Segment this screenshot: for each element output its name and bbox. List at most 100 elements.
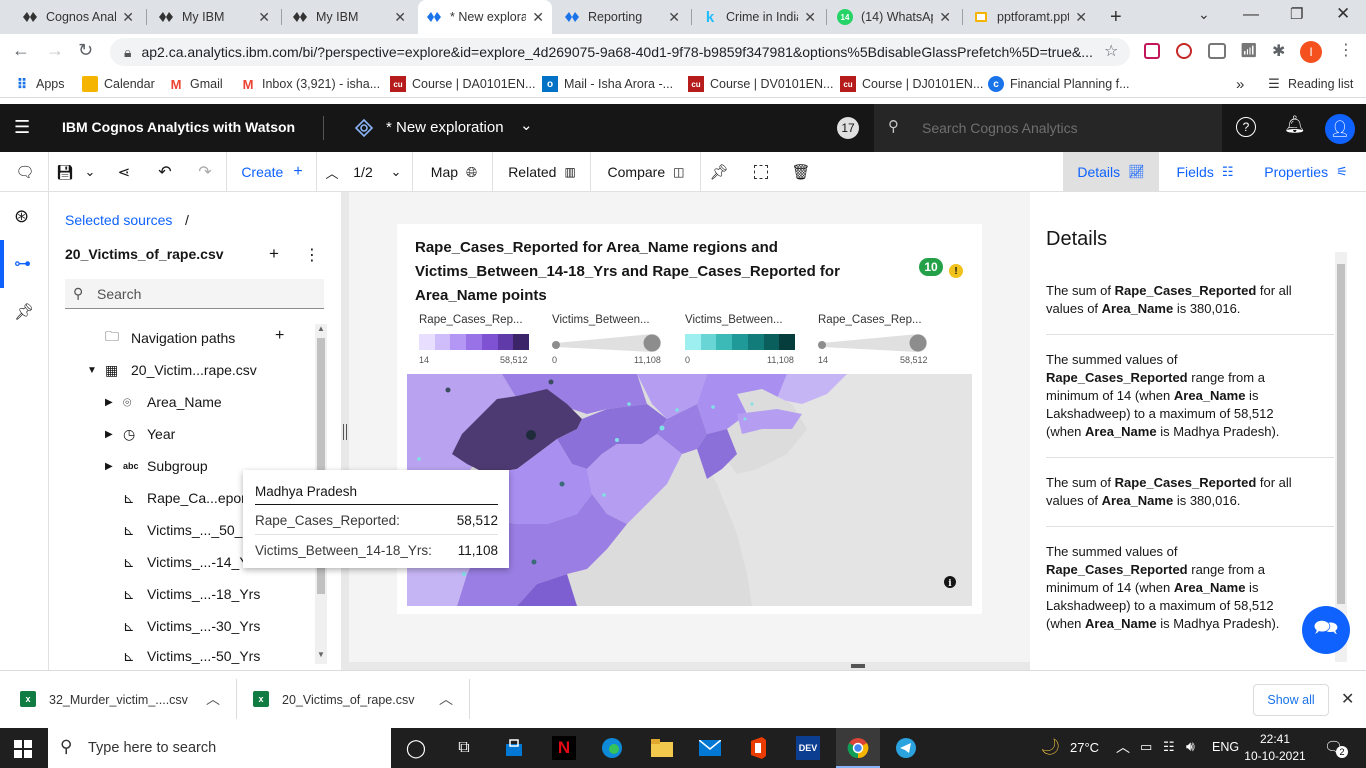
tree-item-measure[interactable]: ⊾ Victims_...-14_Yrs bbox=[123, 553, 261, 571]
menu-icon[interactable]: ⋮ bbox=[1338, 42, 1354, 59]
search-box[interactable]: ⚲ Search Cognos Analytics bbox=[874, 104, 1222, 152]
bookmark-course-da[interactable]: cu Course | DA0101EN... bbox=[390, 70, 535, 98]
scroll-up-icon[interactable]: ▲ bbox=[317, 324, 325, 333]
reload-icon[interactable]: ↻ bbox=[78, 40, 94, 60]
task-view-icon[interactable]: ⧉ bbox=[458, 739, 470, 756]
scroll-down-icon[interactable]: ▼ bbox=[317, 650, 325, 659]
network-icon[interactable]: ☷ bbox=[1163, 739, 1175, 754]
edge-icon[interactable] bbox=[600, 736, 624, 760]
url-bar[interactable]: 🔒︎ ap2.ca.analytics.ibm.com/bi/?perspect… bbox=[110, 38, 1130, 66]
compare-button[interactable]: Compare ◫ bbox=[607, 164, 685, 180]
fields-tab[interactable]: Fields ☷ bbox=[1176, 164, 1234, 180]
close-tab-icon[interactable]: ✕ bbox=[122, 8, 134, 25]
map-point[interactable] bbox=[711, 405, 715, 409]
map-point[interactable] bbox=[462, 572, 466, 576]
close-window-icon[interactable]: ✕ bbox=[1336, 4, 1351, 23]
chevron-up-icon[interactable]: ︿ bbox=[1116, 739, 1130, 755]
bookmark-gmail[interactable]: M Gmail bbox=[168, 70, 223, 98]
clock-time[interactable]: 22:41 bbox=[1259, 732, 1291, 746]
scrollbar-thumb[interactable] bbox=[317, 338, 325, 594]
canvas-resize-handle[interactable] bbox=[349, 662, 1030, 670]
browser-tab-2[interactable]: My IBM ✕ bbox=[150, 0, 278, 34]
bookmark-financial[interactable]: c Financial Planning f... bbox=[988, 70, 1130, 98]
map-point[interactable] bbox=[659, 425, 665, 431]
clock-date[interactable]: 10-10-2021 bbox=[1244, 749, 1306, 763]
bookmark-mail[interactable]: o Mail - Isha Arora -... bbox=[542, 70, 673, 98]
trash-icon[interactable]: 🗑︎ bbox=[791, 164, 811, 181]
map-button[interactable]: Map 🌐︎ bbox=[430, 163, 478, 181]
data-sources-icon[interactable]: ⊛ bbox=[14, 206, 30, 226]
state-region[interactable] bbox=[737, 409, 802, 434]
map-point-madhya-pradesh[interactable] bbox=[526, 430, 536, 440]
mail-icon[interactable] bbox=[698, 736, 722, 760]
minimize-icon[interactable]: — bbox=[1243, 6, 1259, 23]
bookmark-course-dv[interactable]: cu Course | DV0101EN... bbox=[688, 70, 833, 98]
insight-sum[interactable]: The sum of Rape_Cases_Reported for all v… bbox=[1046, 475, 1292, 508]
scrollbar-thumb[interactable] bbox=[1337, 264, 1345, 604]
tree-item-table[interactable]: ▼ ▦ 20_Victim...rape.csv bbox=[87, 361, 257, 379]
extension-icon[interactable] bbox=[1144, 43, 1160, 59]
back-icon[interactable]: ← bbox=[12, 40, 30, 60]
save-icon[interactable]: 💾︎ bbox=[56, 163, 74, 180]
state-region[interactable] bbox=[502, 374, 647, 414]
tree-item-area-name[interactable]: ▶ ⌾ Area_Name bbox=[105, 393, 222, 411]
telegram-icon[interactable] bbox=[894, 736, 918, 760]
chevron-up-icon[interactable]: ︿ bbox=[325, 165, 339, 181]
insight-sum[interactable]: The sum of Rape_Cases_Reported for all v… bbox=[1046, 283, 1292, 316]
close-downloads-icon[interactable]: ✕ bbox=[1341, 691, 1355, 708]
tree-item-measure[interactable]: ⊾ Victims_...-30_Yrs bbox=[123, 617, 261, 635]
chevron-up-icon[interactable]: ︿ bbox=[206, 691, 220, 707]
file-explorer-icon[interactable] bbox=[650, 736, 674, 760]
state-region-madhya-pradesh[interactable] bbox=[452, 389, 582, 474]
state-region[interactable] bbox=[587, 434, 682, 524]
forward-icon[interactable]: → bbox=[46, 40, 64, 60]
properties-tab[interactable]: Properties ⚟ bbox=[1264, 164, 1348, 180]
browser-tab-active[interactable]: * New explora ✕ bbox=[418, 0, 552, 34]
map-point[interactable] bbox=[602, 493, 606, 497]
add-source-icon[interactable]: + bbox=[269, 244, 279, 263]
netflix-icon[interactable]: N bbox=[552, 736, 576, 760]
chevron-down-icon[interactable]: ⌄ bbox=[390, 164, 402, 179]
tree-item-measure[interactable]: ⊾ Rape_Ca...eported bbox=[123, 489, 266, 507]
map-point[interactable] bbox=[559, 481, 565, 487]
hamburger-menu-icon[interactable]: ☰ bbox=[14, 117, 31, 137]
tree-item-navigation-paths[interactable]: 🗀 Navigation paths bbox=[105, 322, 235, 354]
notification-count-badge[interactable]: 17 bbox=[837, 117, 859, 139]
bookmark-apps[interactable]: ⠿ Apps bbox=[14, 70, 65, 98]
map-info-icon[interactable] bbox=[944, 576, 956, 588]
state-region[interactable] bbox=[697, 429, 737, 479]
exploration-title[interactable]: * New exploration bbox=[386, 119, 504, 136]
insight-range[interactable]: The summed values of Rape_Cases_Reported… bbox=[1046, 352, 1280, 439]
reading-list[interactable]: ☰ Reading list bbox=[1266, 70, 1353, 98]
warning-icon[interactable]: ! bbox=[949, 264, 963, 278]
state-region[interactable] bbox=[517, 574, 577, 606]
tree-item-measure[interactable]: ⊾ Victims_...-50_Yrs bbox=[123, 647, 261, 665]
temperature[interactable]: 27°C bbox=[1070, 740, 1100, 755]
insight-range[interactable]: The summed values of Rape_Cases_Reported… bbox=[1046, 544, 1280, 631]
chevron-down-icon[interactable]: ⌄ bbox=[520, 117, 533, 134]
map-point[interactable] bbox=[743, 417, 747, 421]
bookmark-course-dj[interactable]: cu Course | DJ0101EN... bbox=[840, 70, 983, 98]
browser-tab-1[interactable]: Cognos Analy ✕ bbox=[14, 0, 142, 34]
extension-icon[interactable] bbox=[1208, 43, 1226, 59]
map-point[interactable] bbox=[548, 379, 554, 385]
taskbar-search-box[interactable]: ⚲ Type here to search bbox=[48, 728, 391, 768]
chrome-taskbar-active[interactable] bbox=[836, 728, 880, 768]
windows-start-icon[interactable] bbox=[14, 740, 32, 761]
breadcrumb[interactable]: Selected sources bbox=[65, 212, 173, 228]
overflow-menu-icon[interactable]: ⋮ bbox=[304, 247, 320, 264]
cortana-icon[interactable]: ◯ bbox=[405, 737, 427, 758]
bookmark-inbox[interactable]: M Inbox (3,921) - isha... bbox=[240, 70, 381, 98]
more-bookmarks[interactable]: » bbox=[1236, 75, 1245, 93]
pin-icon[interactable]: 📌︎ bbox=[709, 164, 729, 181]
details-tab[interactable]: Details 📈︎ bbox=[1063, 152, 1159, 192]
undo-icon[interactable]: ↶ bbox=[158, 164, 172, 181]
tree-item-measure[interactable]: ⊾ Victims_..._50_Yrs bbox=[123, 521, 264, 539]
close-tab-icon[interactable]: ✕ bbox=[258, 8, 270, 25]
browser-tab-8[interactable]: pptforamt.ppt ✕ bbox=[965, 0, 1095, 34]
create-button[interactable]: Create + bbox=[241, 163, 303, 180]
map-point[interactable] bbox=[627, 402, 631, 406]
chevron-down-icon[interactable]: ⌄ bbox=[84, 164, 96, 179]
map-point[interactable] bbox=[750, 402, 754, 406]
tree-view-icon[interactable]: ⊶ bbox=[14, 254, 31, 273]
